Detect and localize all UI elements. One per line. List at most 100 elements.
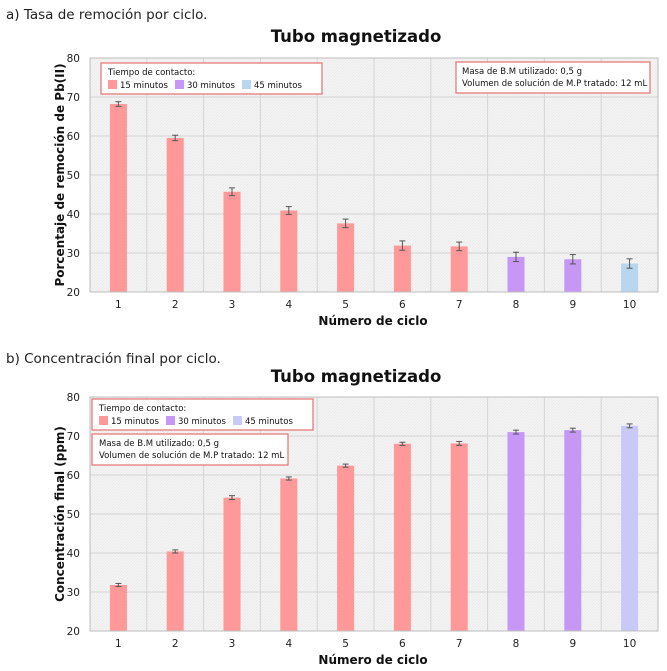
chart-a-error-bar-2	[172, 134, 179, 142]
chart-b-y-tick-label: 20	[67, 626, 80, 638]
chart-a-note-line-2: Volumen de solución de M.P tratado: 12 m…	[462, 78, 647, 89]
chart-a-bar-8	[507, 256, 525, 292]
chart-a-y-tick-label: 50	[67, 170, 80, 182]
chart-b-legend-label-30: 30 minutos	[178, 417, 226, 427]
chart-b-error-bar-1	[115, 582, 122, 588]
chart-a-x-tick-label: 10	[623, 299, 636, 311]
chart-a-bar-3	[223, 191, 241, 292]
chart-b-y-tick-label: 60	[67, 470, 80, 482]
chart-b-bar-6	[393, 443, 411, 631]
chart-b-bar-9	[564, 430, 582, 631]
chart-a-y-tick-label: 20	[67, 287, 80, 299]
chart-a-bar-1	[109, 104, 127, 293]
chart-a-bar-4	[280, 210, 298, 292]
chart-a-x-tick-label: 5	[342, 299, 349, 311]
chart-b-bar-8	[507, 432, 525, 631]
chart-b-error-bar-8	[513, 429, 519, 435]
chart-b-y-tick-label: 40	[67, 548, 80, 560]
chart-a-bar-6	[393, 245, 411, 292]
chart-b-y-axis-label: Concentración final (ppm)	[53, 426, 67, 602]
chart-b-error-bar-5	[342, 463, 349, 468]
chart-a-legend-swatch-15	[108, 80, 117, 89]
chart-b-legend-swatch-15	[99, 416, 108, 425]
chart-b-error-bar-7	[456, 440, 463, 446]
chart-a-error-bar-3	[229, 187, 235, 197]
chart-a-y-tick-label: 80	[67, 53, 80, 65]
chart-a-error-bar-6	[399, 240, 406, 251]
chart-b-x-tick-label: 7	[456, 638, 463, 650]
chart-a-note-line-1: Masa de B.M utilizado: 0,5 g	[462, 67, 582, 77]
chart-a-bar-2	[166, 137, 184, 292]
chart-a-y-ticks: 20 30 40 50 60 70 80	[67, 53, 80, 299]
chart-b-x-ticks: 1 2 3 4 5 6 7 8 9 10	[115, 638, 636, 650]
chart-a-legend-box	[100, 62, 323, 95]
chart-b-error-bar-3	[229, 495, 235, 501]
chart-a-bars	[109, 104, 639, 293]
chart-a-error-bar-8	[513, 251, 519, 263]
chart-b-y-tick-label: 80	[67, 392, 80, 404]
chart-a-x-axis-label: Número de ciclo	[318, 314, 427, 328]
chart-a-x-tick-label: 2	[172, 299, 179, 311]
chart-b-plot-frame	[89, 396, 659, 632]
chart-a-x-tick-label: 6	[399, 299, 406, 311]
chart-a-legend-label-30: 30 minutos	[187, 81, 235, 91]
chart-b-legend-label-15: 15 minutos	[111, 417, 159, 427]
chart-b-error-bar-6	[399, 441, 406, 446]
chart-b-title: Tubo magnetizado	[271, 367, 442, 386]
chart-a-x-tick-label: 7	[456, 299, 463, 311]
chart-b-y-tick-label: 50	[67, 509, 80, 521]
chart-a-x-ticks: 1 2 3 4 5 6 7 8 9 10	[115, 299, 636, 311]
chart-a-x-tick-label: 9	[569, 299, 576, 311]
chart-a-error-bar-9	[569, 254, 576, 265]
chart-b-x-tick-label: 10	[623, 638, 636, 650]
chart-b-legend-label-45: 45 minutos	[245, 417, 293, 427]
chart-a-legend-label-15: 15 minutos	[120, 81, 168, 91]
chart-a-y-tick-label: 60	[67, 131, 80, 143]
chart-a-bar-7	[450, 246, 468, 292]
chart-a-legend-swatch-45	[242, 80, 251, 89]
chart-a-bar-10	[621, 263, 639, 292]
chart-a-x-tick-label: 1	[115, 299, 122, 311]
chart-a: a) Tasa de remoción por ciclo. Tubo magn…	[6, 7, 659, 328]
chart-b-note: Masa de B.M utilizado: 0,5 g Volumen de …	[91, 433, 289, 466]
chart-a-plot-frame	[89, 57, 659, 293]
chart-a-gridlines	[90, 57, 658, 293]
chart-a-legend-swatch-30	[175, 80, 184, 89]
chart-b-bar-4	[280, 478, 298, 631]
chart-b-error-bar-2	[172, 549, 179, 554]
chart-b-legend: Tiempo de contacto: 15 minutos 30 minuto…	[91, 398, 314, 431]
chart-b-error-bar-9	[569, 427, 576, 433]
chart-b-bar-7	[450, 443, 468, 631]
chart-b-note-box	[91, 433, 289, 466]
chart-b-x-tick-label: 3	[229, 638, 236, 650]
chart-b-x-tick-label: 5	[342, 638, 349, 650]
chart-a-legend: Tiempo de contacto: 15 minutos 30 minuto…	[100, 62, 323, 95]
chart-b-bar-10	[621, 425, 639, 631]
chart-b-legend-title: Tiempo de contacto:	[98, 404, 186, 414]
chart-b-caption: b) Concentración final por ciclo.	[6, 351, 221, 367]
chart-b-bar-1	[109, 584, 127, 631]
chart-b-x-tick-label: 1	[115, 638, 122, 650]
chart-b-x-tick-label: 2	[172, 638, 179, 650]
chart-a-legend-title: Tiempo de contacto:	[107, 68, 195, 78]
chart-b-legend-swatch-30	[166, 416, 175, 425]
chart-b-note-line-1: Masa de B.M utilizado: 0,5 g	[99, 439, 219, 449]
chart-b-bars	[109, 425, 639, 631]
chart-a-y-axis-label: Porcentaje de remoción de Pb(II)	[53, 63, 67, 286]
chart-a-error-bar-7	[456, 241, 463, 252]
chart-b-y-tick-label: 70	[67, 431, 80, 443]
chart-a-x-tick-label: 3	[229, 299, 236, 311]
chart-b-legend-swatch-45	[233, 416, 242, 425]
chart-b-x-tick-label: 6	[399, 638, 406, 650]
chart-b-x-tick-label: 9	[569, 638, 576, 650]
chart-a-bar-9	[564, 259, 582, 292]
chart-a-y-tick-label: 70	[67, 92, 80, 104]
chart-a-note: Masa de B.M utilizado: 0,5 g Volumen de …	[455, 61, 651, 94]
chart-b-error-bars	[115, 423, 633, 588]
chart-b-x-tick-label: 8	[513, 638, 520, 650]
chart-b-x-tick-label: 4	[285, 638, 292, 650]
chart-a-legend-label-45: 45 minutos	[254, 81, 302, 91]
chart-a-error-bar-4	[285, 206, 292, 215]
chart-a-error-bar-5	[342, 218, 349, 229]
